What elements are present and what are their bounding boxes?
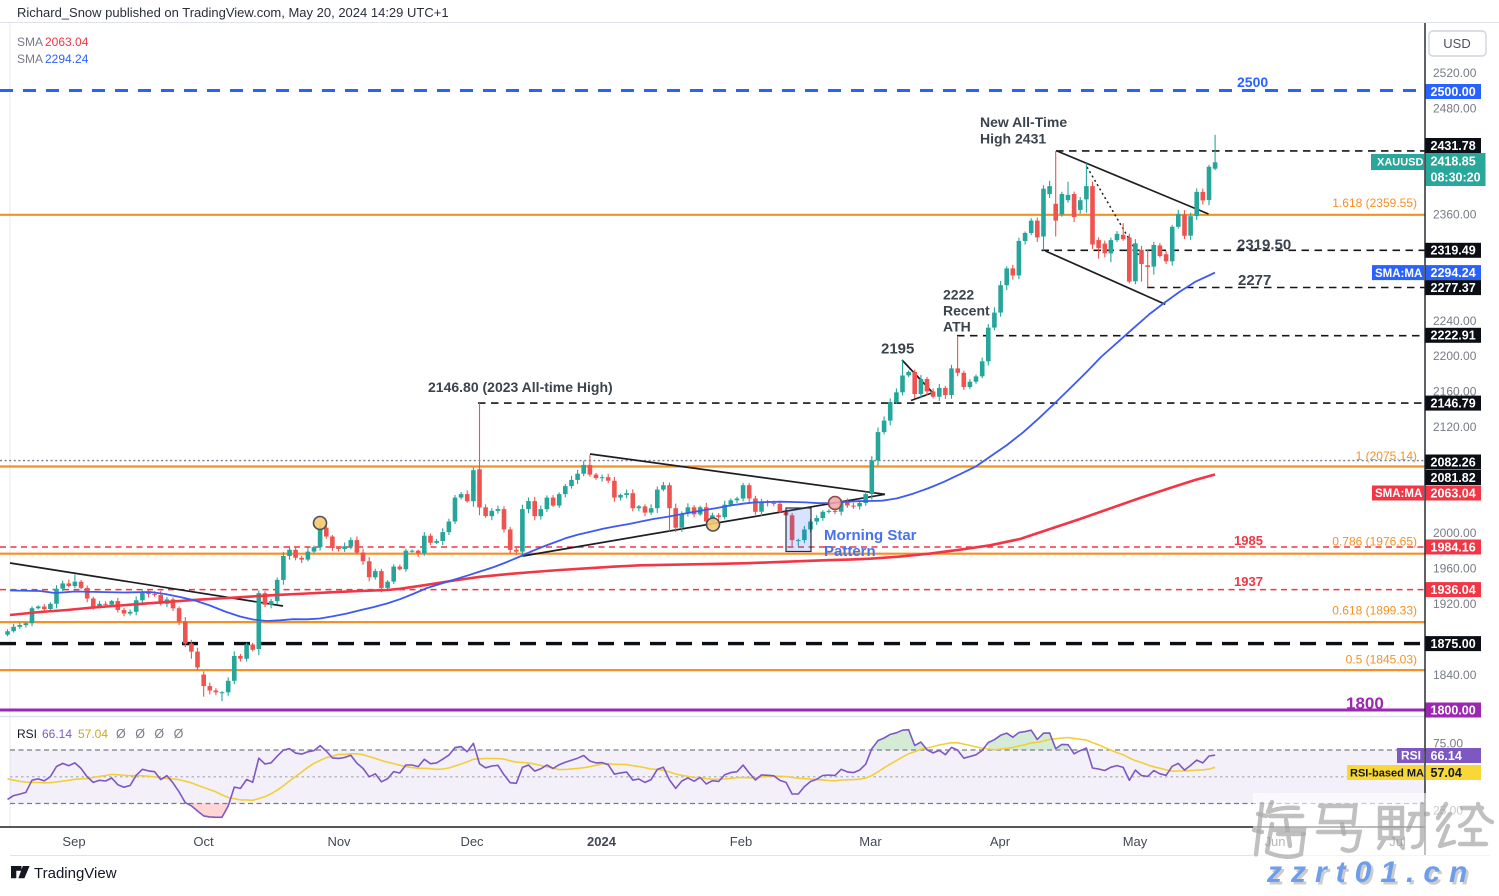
svg-text:2200.00: 2200.00 <box>1433 349 1477 363</box>
svg-text:2195: 2195 <box>881 341 914 358</box>
svg-text:2480.00: 2480.00 <box>1433 101 1477 115</box>
svg-text:1840.00: 1840.00 <box>1433 668 1477 682</box>
svg-text:2500: 2500 <box>1237 74 1268 90</box>
svg-text:SMA:MA: SMA:MA <box>1375 488 1422 500</box>
svg-text:Richard_Snow published on Trad: Richard_Snow published on TradingView.co… <box>17 5 449 20</box>
svg-text:Feb: Feb <box>730 834 752 849</box>
svg-text:2294.24: 2294.24 <box>1431 266 1476 280</box>
svg-text:2160.00: 2160.00 <box>1433 385 1477 399</box>
svg-text:66.14: 66.14 <box>42 727 72 741</box>
svg-text:2024: 2024 <box>587 834 617 849</box>
svg-text:2222.91: 2222.91 <box>1431 329 1476 343</box>
svg-text:08:30:20: 08:30:20 <box>1431 171 1481 185</box>
svg-text:2277.37: 2277.37 <box>1431 281 1476 295</box>
svg-text:1875.00: 1875.00 <box>1431 637 1476 651</box>
svg-text:SMA: SMA <box>17 52 43 66</box>
svg-text:2063.04: 2063.04 <box>45 35 89 49</box>
svg-text:0.5 (1845.03): 0.5 (1845.03) <box>1346 653 1417 667</box>
svg-text:2120.00: 2120.00 <box>1433 420 1477 434</box>
svg-text:ATH: ATH <box>943 319 971 335</box>
svg-text:New All-Time: New All-Time <box>980 114 1067 130</box>
svg-text:SMA:MA: SMA:MA <box>1375 268 1422 280</box>
svg-text:Pattern: Pattern <box>824 543 876 560</box>
svg-text:High 2431: High 2431 <box>980 131 1046 147</box>
svg-text:Nov: Nov <box>327 834 351 849</box>
svg-text:1936.04: 1936.04 <box>1431 583 1476 597</box>
svg-text:Ø Ø Ø Ø: Ø Ø Ø Ø <box>116 727 186 741</box>
svg-text:1984.16: 1984.16 <box>1431 540 1476 554</box>
svg-text:1800.00: 1800.00 <box>1431 703 1476 717</box>
svg-text:2000.00: 2000.00 <box>1433 526 1477 540</box>
svg-text:0.618 (1899.33): 0.618 (1899.33) <box>1332 604 1417 618</box>
svg-text:1985: 1985 <box>1234 533 1263 548</box>
svg-text:2431.78: 2431.78 <box>1431 139 1476 153</box>
svg-text:Morning Star: Morning Star <box>824 527 917 544</box>
svg-text:XAUUSD: XAUUSD <box>1377 157 1424 169</box>
svg-text:2319.50: 2319.50 <box>1237 237 1291 254</box>
svg-text:USD: USD <box>1443 36 1470 51</box>
svg-text:TradingView: TradingView <box>34 865 117 882</box>
svg-text:0.786 (1976.65): 0.786 (1976.65) <box>1332 535 1417 549</box>
svg-text:1800: 1800 <box>1346 694 1384 713</box>
svg-text:Sep: Sep <box>62 834 85 849</box>
svg-text:2240.00: 2240.00 <box>1433 314 1477 328</box>
svg-text:zzrt01.cn: zzrt01.cn <box>1269 859 1479 892</box>
svg-text:2081.82: 2081.82 <box>1431 471 1476 485</box>
svg-text:2063.04: 2063.04 <box>1431 486 1476 500</box>
svg-text:Dec: Dec <box>460 834 484 849</box>
svg-text:2520.00: 2520.00 <box>1433 66 1477 80</box>
svg-text:66.14: 66.14 <box>1431 749 1462 763</box>
svg-text:2360.00: 2360.00 <box>1433 208 1477 222</box>
svg-text:2294.24: 2294.24 <box>45 52 89 66</box>
svg-text:2222: 2222 <box>943 287 974 303</box>
svg-text:Apr: Apr <box>990 834 1011 849</box>
svg-text:2146.80 (2023 All-time High): 2146.80 (2023 All-time High) <box>428 379 613 395</box>
svg-text:2146.79: 2146.79 <box>1431 396 1476 410</box>
svg-text:RSI: RSI <box>17 727 37 741</box>
svg-text:57.04: 57.04 <box>1431 766 1462 780</box>
svg-text:zzrt01.cn: zzrt01.cn <box>1266 856 1476 889</box>
svg-text:1937: 1937 <box>1234 574 1263 589</box>
svg-text:RSI-based MA: RSI-based MA <box>1350 768 1424 780</box>
svg-text:1.618 (2359.55): 1.618 (2359.55) <box>1332 196 1417 210</box>
svg-text:2277: 2277 <box>1238 272 1271 289</box>
svg-text:RSI: RSI <box>1401 749 1421 763</box>
svg-text:1920.00: 1920.00 <box>1433 597 1477 611</box>
svg-text:SMA: SMA <box>17 35 43 49</box>
svg-text:Mar: Mar <box>859 834 882 849</box>
svg-text:1 (2075.14): 1 (2075.14) <box>1356 449 1417 463</box>
svg-text:1960.00: 1960.00 <box>1433 562 1477 576</box>
svg-text:75.00: 75.00 <box>1433 737 1463 751</box>
svg-text:Recent: Recent <box>943 303 990 319</box>
svg-text:2319.49: 2319.49 <box>1431 244 1476 258</box>
svg-text:2418.85: 2418.85 <box>1431 155 1476 169</box>
svg-text:Oct: Oct <box>193 834 214 849</box>
svg-text:May: May <box>1123 834 1148 849</box>
svg-text:2082.26: 2082.26 <box>1431 455 1476 469</box>
svg-text:57.04: 57.04 <box>78 727 108 741</box>
svg-text:2500.00: 2500.00 <box>1431 85 1476 99</box>
